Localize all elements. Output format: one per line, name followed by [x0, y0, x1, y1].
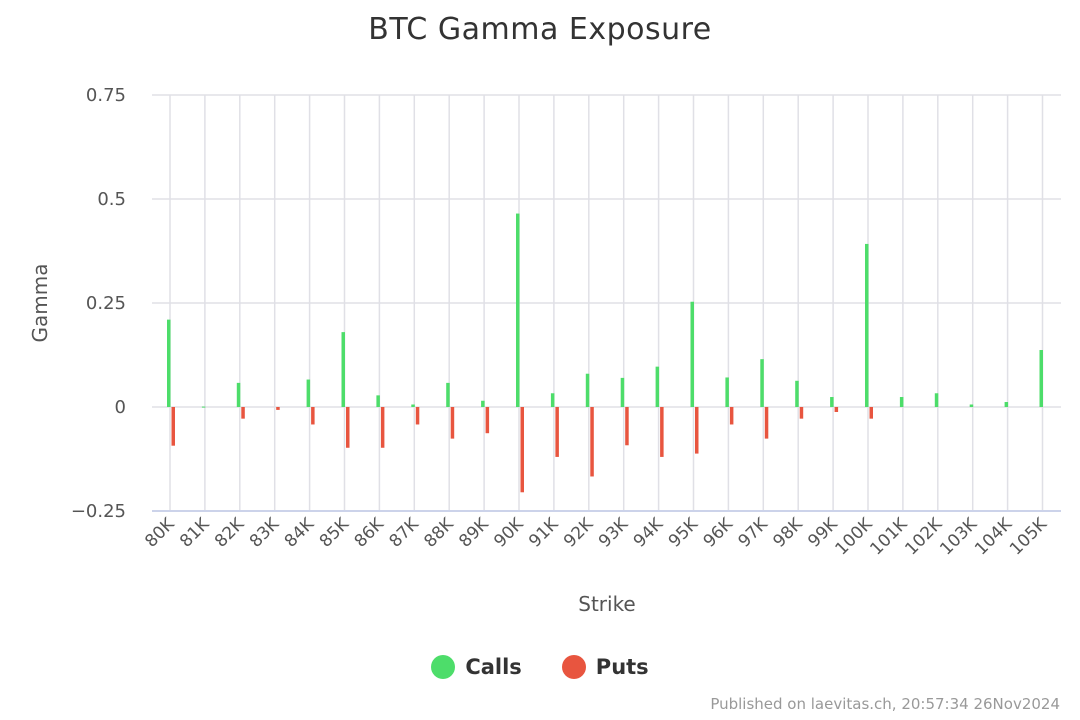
- x-tick-label: 84K: [281, 514, 319, 552]
- x-tick-label: 86K: [351, 514, 389, 552]
- x-tick-label: 92K: [560, 514, 598, 552]
- puts-bar-90K: [520, 407, 524, 493]
- calls-bar-94K: [655, 366, 660, 407]
- calls-bar-84K: [306, 379, 311, 407]
- calls-bar-103K: [969, 404, 974, 407]
- calls-bar-85K: [341, 332, 345, 407]
- puts-bar-85K: [346, 407, 350, 448]
- y-tick-label: −0.25: [71, 501, 126, 522]
- puts-bar-84K: [311, 407, 315, 425]
- calls-bar-87K: [411, 404, 415, 407]
- publish-credit: Published on laevitas.ch, 20:57:34 26Nov…: [710, 695, 1060, 713]
- x-tick-label: 98K: [769, 514, 807, 552]
- calls-bar-99K: [830, 397, 834, 407]
- x-tick-label: 104K: [971, 514, 1017, 560]
- puts-bar-93K: [625, 407, 629, 446]
- legend-label-puts: Puts: [595, 655, 649, 679]
- x-tick-label: 83K: [246, 514, 284, 552]
- calls-bar-102K: [934, 393, 939, 407]
- puts-bar-97K: [764, 407, 769, 439]
- calls-legend-dot-icon: [431, 655, 456, 679]
- calls-bar-89K: [481, 400, 485, 407]
- x-tick-label: 105K: [1006, 514, 1052, 560]
- puts-bar-88K: [450, 407, 455, 439]
- x-tick-label: 93K: [595, 514, 633, 552]
- calls-bar-80K: [167, 319, 171, 407]
- puts-bar-96K: [729, 407, 734, 425]
- calls-bar-81K: [201, 406, 206, 408]
- calls-bar-95K: [690, 301, 694, 407]
- puts-bar-100K: [869, 407, 873, 419]
- calls-bar-101K: [899, 397, 904, 407]
- x-tick-label: 97K: [735, 514, 773, 552]
- y-tick-label: 0: [115, 397, 126, 418]
- calls-bar-105K: [1039, 350, 1043, 407]
- puts-bar-95K: [695, 407, 699, 454]
- calls-bar-90K: [516, 213, 520, 407]
- puts-bar-89K: [485, 407, 490, 434]
- calls-bar-92K: [585, 373, 590, 407]
- calls-bar-96K: [725, 377, 729, 407]
- x-axis-title: Strike: [578, 592, 636, 616]
- x-tick-label: 91K: [525, 514, 563, 552]
- x-tick-label: 82K: [211, 514, 249, 552]
- legend-label-calls: Calls: [465, 655, 522, 679]
- calls-bar-86K: [376, 395, 380, 407]
- calls-bar-93K: [620, 377, 625, 407]
- calls-bar-104K: [1004, 402, 1009, 407]
- x-tick-label: 90K: [490, 514, 528, 552]
- calls-bar-82K: [236, 382, 241, 407]
- puts-legend-dot-icon: [561, 655, 586, 679]
- puts-bar-83K: [276, 407, 280, 410]
- calls-bar-98K: [795, 380, 799, 407]
- y-axis-title: Gamma: [28, 263, 52, 343]
- x-tick-label: 94K: [630, 514, 668, 552]
- x-tick-label: 95K: [665, 514, 703, 552]
- puts-bar-86K: [380, 407, 385, 448]
- calls-bar-97K: [760, 359, 764, 407]
- x-tick-label: 102K: [901, 514, 947, 560]
- x-tick-label: 96K: [700, 514, 738, 552]
- calls-bar-88K: [446, 382, 450, 407]
- y-tick-label: 0.25: [86, 293, 126, 314]
- x-tick-label: 88K: [420, 514, 458, 552]
- y-tick-label: 0.75: [86, 85, 126, 106]
- calls-bar-100K: [865, 243, 869, 407]
- puts-bar-92K: [590, 407, 594, 477]
- puts-bar-82K: [241, 407, 245, 419]
- puts-bar-98K: [799, 407, 804, 419]
- x-tick-label: 81K: [176, 514, 214, 552]
- y-tick-label: 0.5: [97, 189, 126, 210]
- puts-bar-99K: [834, 407, 839, 412]
- legend-item-calls[interactable]: Calls: [431, 655, 522, 679]
- x-tick-label: 100K: [832, 514, 878, 560]
- puts-bar-91K: [555, 407, 559, 457]
- legend: Calls Puts: [0, 655, 1080, 679]
- puts-bar-80K: [171, 407, 175, 446]
- calls-bar-91K: [550, 393, 555, 407]
- puts-bar-87K: [415, 407, 420, 425]
- legend-item-puts[interactable]: Puts: [561, 655, 649, 679]
- x-tick-label: 101K: [866, 514, 912, 560]
- puts-bar-94K: [660, 407, 664, 457]
- chart-title: BTC Gamma Exposure: [368, 12, 712, 47]
- x-tick-label: 80K: [141, 514, 179, 552]
- x-tick-label: 87K: [386, 514, 424, 552]
- x-tick-label: 85K: [316, 514, 354, 552]
- x-tick-label: 89K: [455, 514, 493, 552]
- x-tick-label: 103K: [936, 514, 982, 560]
